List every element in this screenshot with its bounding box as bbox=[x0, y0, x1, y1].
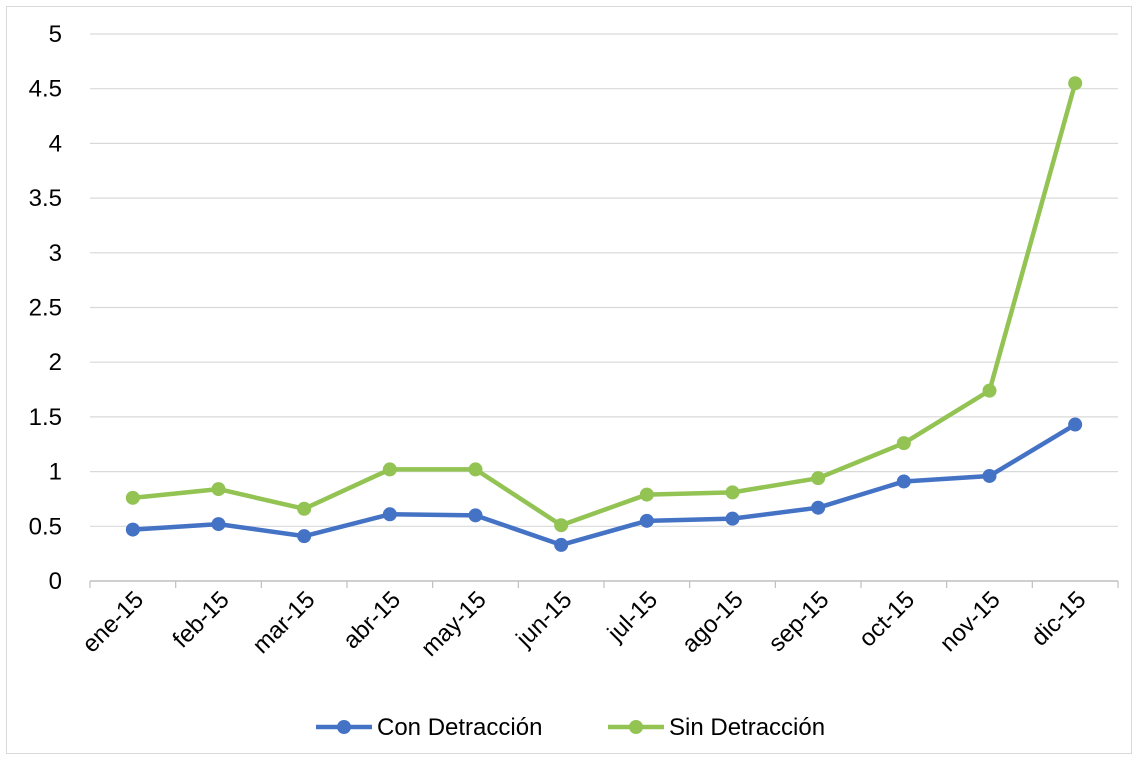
x-tick-label: abr-15 bbox=[338, 586, 406, 654]
y-tick-label: 4 bbox=[49, 130, 62, 157]
y-tick-label: 3.5 bbox=[29, 185, 62, 212]
chart-frame bbox=[6, 6, 1132, 754]
x-tick-label: mar-15 bbox=[248, 586, 321, 659]
x-tick-label: dic-15 bbox=[1026, 586, 1091, 651]
y-tick-label: 1 bbox=[49, 459, 62, 486]
data-point bbox=[382, 507, 397, 522]
y-tick-label: 0 bbox=[49, 568, 62, 595]
series-line-1 bbox=[130, 80, 1078, 528]
legend-label: Con Detracción bbox=[377, 714, 542, 741]
data-point bbox=[725, 511, 740, 526]
series-layer bbox=[125, 76, 1083, 552]
x-tick-label: ene-15 bbox=[77, 586, 149, 658]
data-point bbox=[125, 490, 140, 505]
x-tick-label: sep-15 bbox=[763, 586, 834, 657]
data-point bbox=[211, 517, 226, 532]
x-axis-tick-labels: ene-15 feb-15 mar-15 abr-15 may-15 jun-15 jul-… bbox=[77, 586, 1091, 662]
data-point bbox=[554, 518, 569, 533]
data-point bbox=[811, 500, 826, 515]
data-point bbox=[125, 522, 140, 537]
x-tick-label: may-15 bbox=[416, 586, 492, 662]
data-point bbox=[211, 482, 226, 497]
x-tick-label: ago-15 bbox=[677, 586, 749, 658]
y-tick-label: 0.5 bbox=[29, 513, 62, 540]
legend-marker bbox=[337, 720, 351, 734]
data-point bbox=[554, 537, 569, 552]
y-tick-label: 2 bbox=[49, 349, 62, 376]
data-point bbox=[468, 508, 483, 523]
x-tick-label: jul-15 bbox=[602, 586, 663, 647]
legend-label: Sin Detracción bbox=[669, 714, 825, 741]
x-tick-label: nov-15 bbox=[935, 586, 1006, 657]
y-tick-label: 5 bbox=[49, 21, 62, 48]
data-point bbox=[896, 436, 911, 451]
data-point bbox=[382, 462, 397, 477]
data-point bbox=[639, 487, 654, 502]
data-point bbox=[297, 529, 312, 544]
y-tick-label: 4.5 bbox=[29, 76, 62, 103]
data-point bbox=[896, 474, 911, 489]
legend: Con Detracción Sin Detracción bbox=[316, 714, 825, 741]
series-line-0 bbox=[130, 422, 1078, 548]
data-point bbox=[639, 513, 654, 528]
data-point bbox=[468, 462, 483, 477]
data-point bbox=[982, 383, 997, 398]
data-point bbox=[1068, 76, 1083, 91]
gridlines bbox=[89, 33, 1119, 588]
x-tick-label: feb-15 bbox=[168, 586, 235, 653]
y-axis-tick-labels: 0 0.5 1 1.5 2 2.5 3 3.5 4 4.5 5 bbox=[29, 21, 62, 595]
data-point bbox=[725, 485, 740, 500]
legend-marker bbox=[629, 720, 643, 734]
x-tick-label: jun-15 bbox=[510, 586, 577, 653]
y-tick-label: 3 bbox=[49, 240, 62, 267]
y-tick-label: 2.5 bbox=[29, 295, 62, 322]
data-point bbox=[297, 501, 312, 516]
x-tick-label: oct-15 bbox=[854, 586, 920, 652]
data-point bbox=[1068, 417, 1083, 432]
data-point bbox=[982, 468, 997, 483]
data-point bbox=[811, 471, 826, 486]
y-tick-label: 1.5 bbox=[29, 404, 62, 431]
